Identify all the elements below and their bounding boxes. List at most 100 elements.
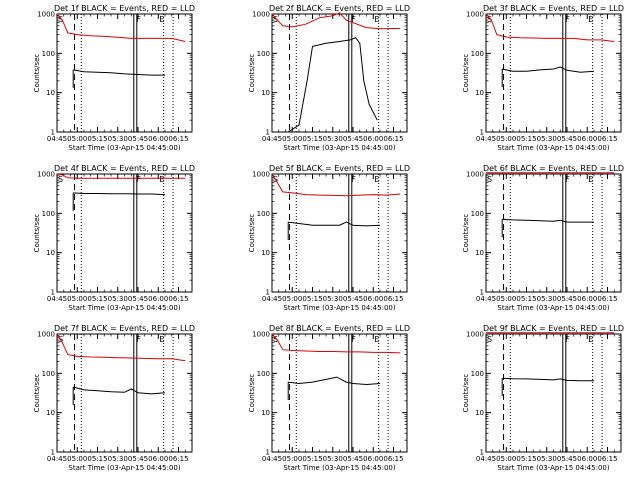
x-tick-label: 06:00: [148, 455, 168, 463]
event-marker-e: E: [588, 175, 593, 184]
x-tick-label: 05:00: [67, 295, 87, 303]
y-tick-label: 1: [51, 129, 55, 137]
event-marker-s: S: [487, 175, 492, 184]
y-tick-label: 100: [257, 50, 270, 58]
x-tick-label: 05:15: [302, 135, 322, 143]
y-tick-label: 10: [261, 249, 270, 257]
panel-title: Det 4f BLACK = Events, RED = LLD: [54, 164, 195, 173]
y-tick-label: 1: [480, 449, 484, 457]
plot-frame: [485, 173, 622, 293]
event-marker-f: F: [565, 335, 570, 344]
x-tick-label: 04:45: [476, 295, 496, 303]
y-tick-label: 100: [42, 50, 55, 58]
y-tick-label: 1: [51, 449, 55, 457]
panel-det-9: Det 9f BLACK = Events, RED = LLD 1 10 100 10…: [462, 324, 624, 472]
y-tick-label: 100: [257, 210, 270, 218]
y-tick-label: 1000: [252, 171, 270, 179]
x-tick-label: 06:15: [168, 295, 188, 303]
x-axis-label: Start Time (03-Apr-15 04:45:00): [497, 304, 609, 312]
series-lld: [271, 12, 401, 30]
event-marker-f: F: [565, 15, 570, 24]
plot-frame: [56, 13, 193, 133]
series-events: [502, 377, 594, 382]
x-tick-label: 05:00: [282, 295, 302, 303]
plot-frame: [271, 173, 408, 293]
series-events: [73, 69, 165, 76]
y-tick-label: 10: [46, 89, 55, 97]
x-tick-label: 05:15: [87, 455, 107, 463]
y-tick-label: 1000: [252, 331, 270, 339]
event-marker-s: S: [487, 335, 492, 344]
y-tick-label: 100: [471, 370, 484, 378]
x-tick-label: 04:45: [47, 295, 67, 303]
series-events: [502, 218, 594, 223]
x-tick-label: 05:45: [557, 455, 577, 463]
panel-det-1: Det 1f BLACK = Events, RED = LLD 1 10 100 10…: [33, 4, 195, 152]
x-tick-label: 04:45: [47, 135, 67, 143]
y-axis-label: Counts/sec: [33, 374, 41, 413]
y-tick-label: 10: [475, 249, 484, 257]
panel-det-7: Det 7f BLACK = Events, RED = LLD 1 10 100 10…: [33, 324, 195, 472]
event-marker-s: S: [273, 335, 278, 344]
x-tick-label: 04:45: [262, 455, 282, 463]
x-tick-label: 06:15: [383, 135, 403, 143]
x-tick-label: 06:00: [363, 455, 383, 463]
x-axis-label: Start Time (03-Apr-15 04:45:00): [497, 464, 609, 472]
plot-frame: [56, 173, 193, 293]
y-axis-label: Counts/sec: [33, 214, 41, 253]
x-tick-label: 06:00: [148, 135, 168, 143]
x-axis-label: Start Time (03-Apr-15 04:45:00): [68, 304, 180, 312]
x-tick-label: 04:45: [262, 295, 282, 303]
plot-frame: [56, 333, 193, 453]
y-tick-label: 1: [51, 289, 55, 297]
series-events: [288, 376, 381, 386]
x-tick-label: 05:30: [323, 135, 343, 143]
event-marker-e: E: [588, 335, 593, 344]
y-tick-label: 1: [266, 289, 270, 297]
x-tick-label: 05:15: [516, 455, 536, 463]
y-tick-label: 100: [42, 210, 55, 218]
panel-title: Det 7f BLACK = Events, RED = LLD: [54, 324, 195, 333]
panel-det-4: Det 4f BLACK = Events, RED = LLD 1 10 100 10…: [33, 164, 195, 312]
x-tick-label: 05:00: [496, 455, 516, 463]
x-axis-label: Start Time (03-Apr-15 04:45:00): [283, 144, 395, 152]
x-tick-label: 06:15: [597, 455, 617, 463]
event-marker-f: F: [565, 175, 570, 184]
x-tick-label: 04:45: [47, 455, 67, 463]
panel-title: Det 5f BLACK = Events, RED = LLD: [269, 164, 410, 173]
y-tick-label: 1000: [466, 331, 484, 339]
panel-det-5: Det 5f BLACK = Events, RED = LLD 1 10 100 10…: [248, 164, 410, 312]
x-tick-label: 05:15: [87, 295, 107, 303]
panel-title: Det 8f BLACK = Events, RED = LLD: [269, 324, 410, 333]
panel-title: Det 2f BLACK = Events, RED = LLD: [269, 4, 410, 13]
series-lld: [56, 13, 186, 42]
x-tick-label: 04:45: [476, 135, 496, 143]
event-marker-e: E: [159, 15, 164, 24]
y-tick-label: 10: [46, 409, 55, 417]
event-marker-f: F: [351, 175, 356, 184]
x-tick-label: 05:45: [557, 135, 577, 143]
x-tick-label: 05:45: [128, 135, 148, 143]
series-events: [502, 66, 595, 73]
x-tick-label: 05:30: [323, 455, 343, 463]
x-tick-label: 06:15: [383, 295, 403, 303]
y-tick-label: 1000: [466, 171, 484, 179]
plot-frame: [485, 333, 622, 453]
y-tick-label: 10: [475, 89, 484, 97]
y-tick-label: 100: [471, 210, 484, 218]
x-tick-label: 05:30: [537, 295, 557, 303]
x-tick-label: 06:15: [383, 455, 403, 463]
x-tick-label: 04:45: [476, 455, 496, 463]
y-tick-label: 1: [480, 129, 484, 137]
x-tick-label: 05:15: [87, 135, 107, 143]
event-marker-e: E: [588, 15, 593, 24]
event-marker-e: E: [159, 175, 164, 184]
panel-det-2: Det 2f BLACK = Events, RED = LLD 1 10 100 10…: [248, 4, 410, 152]
x-tick-label: 05:30: [108, 295, 128, 303]
x-tick-label: 05:15: [302, 455, 322, 463]
x-tick-label: 05:45: [343, 295, 363, 303]
panel-title: Det 6f BLACK = Events, RED = LLD: [483, 164, 624, 173]
event-marker-e: E: [374, 335, 379, 344]
x-axis-label: Start Time (03-Apr-15 04:45:00): [283, 304, 395, 312]
